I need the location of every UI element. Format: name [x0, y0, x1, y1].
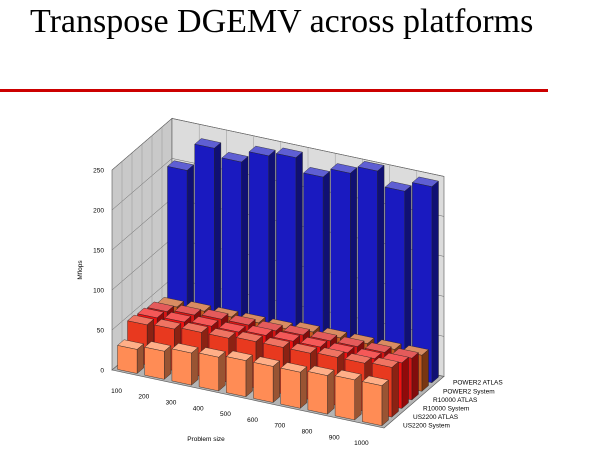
x-tick-label: 900 [329, 434, 340, 441]
bar [117, 339, 145, 374]
bar [253, 356, 281, 403]
x-axis-label: Problem size [187, 436, 225, 443]
y-tick-label: 150 [93, 248, 104, 255]
series-label: POWER2 System [443, 388, 495, 395]
bar [144, 341, 172, 380]
bar [171, 343, 199, 386]
bar [221, 152, 249, 343]
y-tick-label: 0 [100, 368, 104, 375]
x-tick-label: 400 [193, 405, 204, 412]
chart-3d-bars: 0 50 100 150 200 250 Mflops 100 200 300 400 500 600 7… [77, 117, 503, 448]
x-tick-label: 1000 [354, 440, 369, 447]
bar [275, 147, 303, 355]
bar [225, 350, 253, 398]
x-tick-label: 500 [220, 411, 231, 418]
bar [334, 369, 362, 421]
series-label: US2200 System [403, 423, 450, 430]
x-tick-label: 800 [302, 429, 313, 436]
slide-title: Transpose DGEMV across platforms [30, 3, 534, 40]
y-tick-label: 200 [93, 208, 104, 215]
chart-bars [117, 138, 439, 427]
x-tick-label: 700 [274, 423, 285, 430]
title-underline [0, 89, 548, 92]
y-tick-label: 100 [93, 288, 104, 295]
series-label: POWER2 ATLAS [453, 380, 503, 387]
bar [167, 160, 195, 331]
series-label: R10000 ATLAS [433, 397, 478, 404]
x-tick-label: 300 [166, 400, 177, 407]
x-tick-label: 600 [247, 417, 258, 424]
x-tick-label: 200 [138, 394, 149, 401]
bar [384, 181, 412, 378]
series-label: R10000 System [423, 406, 469, 413]
bar [357, 161, 385, 372]
bar [280, 362, 308, 409]
chart-labels: 0 50 100 150 200 250 Mflops 100 200 300 400 500 600 7… [77, 168, 503, 448]
y-tick-label: 50 [97, 328, 105, 335]
y-axis-label: Mflops [77, 260, 84, 280]
bar [411, 176, 439, 384]
bar [361, 375, 389, 427]
bar [330, 163, 358, 366]
y-tick-label: 250 [93, 168, 104, 175]
bar [307, 365, 335, 415]
bar [198, 347, 226, 392]
series-label: US2200 ATLAS [413, 414, 459, 421]
x-tick-label: 100 [111, 388, 122, 395]
